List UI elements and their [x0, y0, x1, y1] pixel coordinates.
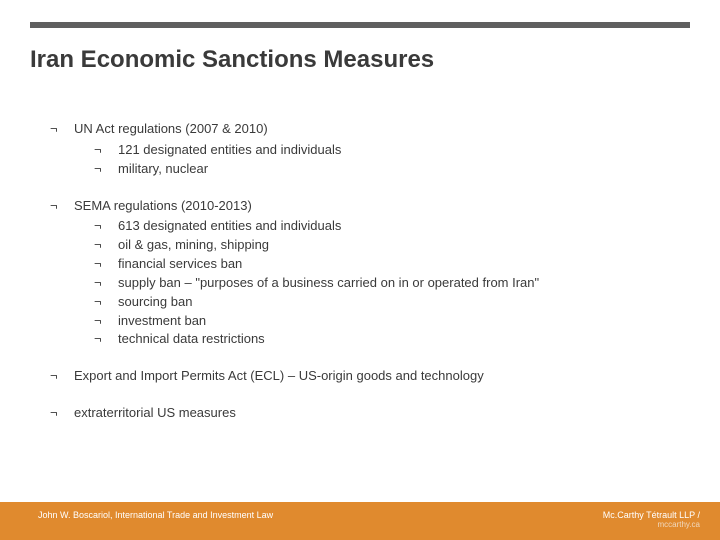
footer-bar: John W. Boscariol, International Trade a… [0, 502, 720, 540]
bullet-text: technical data restrictions [118, 330, 265, 349]
sub-bullet-item: ¬ oil & gas, mining, shipping [94, 236, 680, 255]
bullet-text: supply ban – "purposes of a business car… [118, 274, 539, 293]
sub-bullet-item: ¬ 121 designated entities and individual… [94, 141, 680, 160]
bullet-marker: ¬ [50, 404, 74, 423]
bullet-text: military, nuclear [118, 160, 208, 179]
bullet-text: SEMA regulations (2010-2013) [74, 197, 252, 216]
footer-firm-name: Mc.Carthy Tétrault LLP / [603, 510, 700, 520]
top-bar [30, 22, 690, 28]
bullet-item: ¬ UN Act regulations (2007 & 2010) [50, 120, 680, 139]
bullet-group: ¬ UN Act regulations (2007 & 2010) ¬ 121… [50, 120, 680, 179]
bullet-text: investment ban [118, 312, 206, 331]
sub-bullet-item: ¬ technical data restrictions [94, 330, 680, 349]
bullet-marker: ¬ [50, 120, 74, 139]
bullet-text: oil & gas, mining, shipping [118, 236, 269, 255]
sub-bullet-item: ¬ military, nuclear [94, 160, 680, 179]
bullet-marker: ¬ [94, 274, 118, 293]
slide: Iran Economic Sanctions Measures ¬ UN Ac… [0, 0, 720, 540]
bullet-marker: ¬ [94, 217, 118, 236]
content-area: ¬ UN Act regulations (2007 & 2010) ¬ 121… [50, 120, 680, 441]
bullet-text: Export and Import Permits Act (ECL) – US… [74, 367, 484, 386]
sub-bullet-item: ¬ sourcing ban [94, 293, 680, 312]
bullet-marker: ¬ [50, 367, 74, 386]
bullet-marker: ¬ [94, 293, 118, 312]
sub-bullet-item: ¬ investment ban [94, 312, 680, 331]
bullet-text: extraterritorial US measures [74, 404, 236, 423]
footer-left-text: John W. Boscariol, International Trade a… [38, 510, 273, 520]
bullet-text: 613 designated entities and individuals [118, 217, 341, 236]
bullet-group: ¬ extraterritorial US measures [50, 404, 680, 423]
footer-url: mccarthy.ca [603, 520, 700, 529]
bullet-marker: ¬ [50, 197, 74, 216]
bullet-group: ¬ Export and Import Permits Act (ECL) – … [50, 367, 680, 386]
sub-bullet-item: ¬ 613 designated entities and individual… [94, 217, 680, 236]
bullet-text: UN Act regulations (2007 & 2010) [74, 120, 268, 139]
bullet-text: financial services ban [118, 255, 242, 274]
slide-title: Iran Economic Sanctions Measures [30, 46, 434, 74]
bullet-item: ¬ SEMA regulations (2010-2013) [50, 197, 680, 216]
footer-right-text: Mc.Carthy Tétrault LLP / mccarthy.ca [603, 510, 700, 529]
bullet-group: ¬ SEMA regulations (2010-2013) ¬ 613 des… [50, 197, 680, 350]
bullet-item: ¬ extraterritorial US measures [50, 404, 680, 423]
sub-bullet-item: ¬ financial services ban [94, 255, 680, 274]
bullet-marker: ¬ [94, 236, 118, 255]
bullet-marker: ¬ [94, 255, 118, 274]
bullet-item: ¬ Export and Import Permits Act (ECL) – … [50, 367, 680, 386]
bullet-marker: ¬ [94, 312, 118, 331]
bullet-text: sourcing ban [118, 293, 192, 312]
bullet-marker: ¬ [94, 141, 118, 160]
bullet-marker: ¬ [94, 330, 118, 349]
bullet-text: 121 designated entities and individuals [118, 141, 341, 160]
bullet-marker: ¬ [94, 160, 118, 179]
sub-bullet-item: ¬ supply ban – "purposes of a business c… [94, 274, 680, 293]
